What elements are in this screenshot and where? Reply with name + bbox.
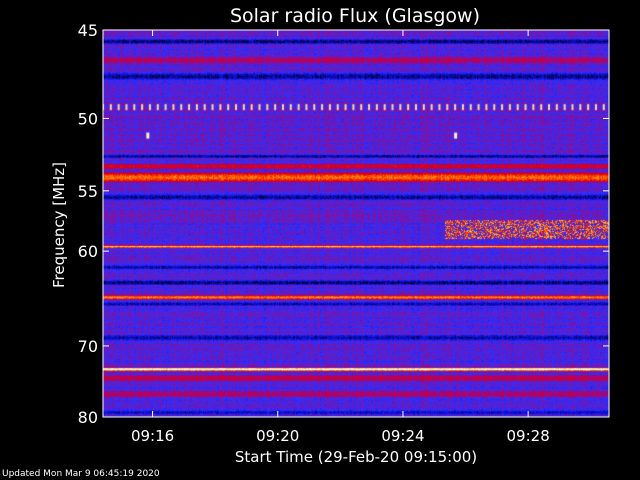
plot-frame [102, 29, 610, 418]
x-tick-label: 09:20 [256, 427, 299, 445]
x-tick-label: 09:28 [507, 427, 550, 445]
spectrogram-image [103, 30, 609, 417]
y-tick-label: 45 [78, 21, 98, 40]
x-tick-label: 09:24 [381, 427, 424, 445]
y-tick-label: 60 [78, 242, 98, 261]
spectrogram-heatmap [103, 30, 609, 417]
y-tick-label: 70 [78, 337, 98, 356]
x-tick-label: 09:16 [131, 427, 174, 445]
footer-updated: Updated Mon Mar 9 06:45:19 2020 [2, 469, 160, 479]
y-tick-label: 80 [78, 408, 98, 427]
chart-title: Solar radio Flux (Glasgow) [230, 5, 480, 27]
y-axis: 45 50 55 60 70 80 [78, 21, 609, 427]
y-tick-label: 55 [78, 182, 98, 201]
x-axis: 09:16 09:20 09:24 09:28 [131, 30, 550, 445]
y-tick-label: 50 [78, 109, 98, 128]
y-axis-label: Frequency [MHz] [50, 162, 68, 288]
x-axis-label: Start Time (29-Feb-20 09:15:00) [235, 448, 477, 466]
